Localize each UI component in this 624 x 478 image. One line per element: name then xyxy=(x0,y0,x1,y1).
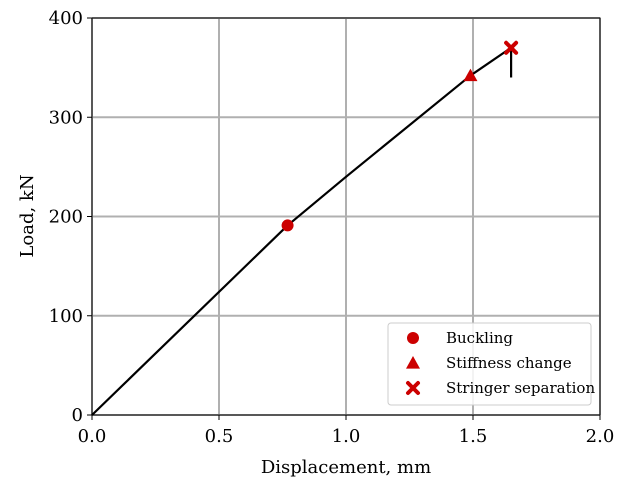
legend-symbol xyxy=(406,381,420,395)
x-tick-label: 0.0 xyxy=(78,426,107,447)
legend-label: Stiffness change xyxy=(446,354,572,372)
legend-symbol xyxy=(406,356,420,369)
y-tick-label: 100 xyxy=(49,306,83,327)
y-tick-label: 300 xyxy=(49,107,83,128)
x-tick-label: 2.0 xyxy=(586,426,615,447)
marker-buckling xyxy=(281,219,294,232)
legend-label: Stringer separation xyxy=(446,379,595,397)
x-tick-label: 1.5 xyxy=(459,426,488,447)
marker-stringer-separation xyxy=(504,40,519,55)
curve-layer xyxy=(91,46,513,416)
x-axis-ticks: 0.0 0.5 1.0 1.5 2.0 xyxy=(78,415,615,447)
y-tick-label: 0 xyxy=(72,405,83,426)
x-tick-label: 1.0 xyxy=(332,426,361,447)
legend-box xyxy=(387,322,592,406)
y-tick-label: 400 xyxy=(49,8,83,29)
x-tick-label: 0.5 xyxy=(205,426,234,447)
legend-label: Buckling xyxy=(446,329,513,347)
marker-layer xyxy=(281,40,519,232)
x-axis-label: Displacement, mm xyxy=(261,457,431,478)
y-axis-ticks: 0 100 200 300 400 xyxy=(49,8,92,426)
y-tick-label: 200 xyxy=(49,207,83,228)
y-axis-label: Load, kN xyxy=(17,174,38,257)
legend: Buckling Stiffness change Stringer separat… xyxy=(387,322,595,406)
legend-symbol xyxy=(407,332,419,344)
marker-stiffness-change xyxy=(463,68,478,82)
load-displacement-curve xyxy=(91,46,513,416)
